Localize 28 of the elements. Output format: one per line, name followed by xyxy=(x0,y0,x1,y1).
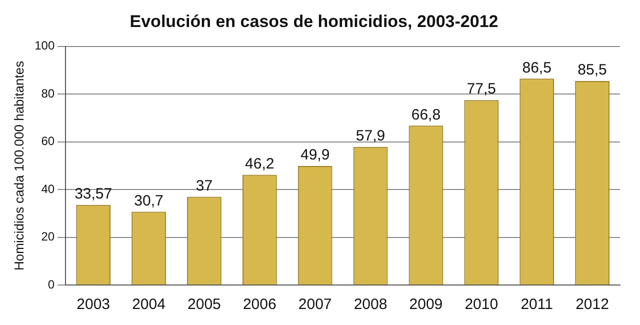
y-tick-label: 60 xyxy=(41,134,55,148)
data-label: 49,9 xyxy=(300,146,330,164)
x-tick-label: 2004 xyxy=(132,296,166,314)
y-axis-title: Homicidios cada 100.000 habitantes xyxy=(11,60,26,270)
x-tick-label: 2011 xyxy=(520,296,553,314)
x-tick-label: 2009 xyxy=(409,296,443,314)
y-tick-label: 20 xyxy=(41,230,55,244)
chart-title: Evolución en casos de homicidios, 2003-2012 xyxy=(130,12,498,31)
data-label: 66,8 xyxy=(411,106,441,124)
data-label: 77,5 xyxy=(466,80,496,98)
x-tick-label: 2005 xyxy=(188,296,221,314)
x-tick-label: 2012 xyxy=(576,296,609,314)
data-label: 86,5 xyxy=(522,59,552,76)
x-tick-label: 2008 xyxy=(354,296,388,314)
y-tick-label: 40 xyxy=(41,182,55,196)
data-label: 57,9 xyxy=(356,127,386,144)
data-label: 46,2 xyxy=(245,155,274,172)
data-label: 85,5 xyxy=(578,62,607,79)
x-tick-label: 2006 xyxy=(242,296,276,314)
y-tick-label: 80 xyxy=(41,86,55,100)
data-label: 30,7 xyxy=(134,192,164,210)
y-tick-label: 0 xyxy=(48,277,55,292)
x-tick-label: 2003 xyxy=(76,296,110,314)
data-label: 33,57 xyxy=(74,186,112,203)
x-tick-label: 2010 xyxy=(464,296,498,314)
data-label: 37 xyxy=(196,177,213,194)
x-tick-label: 2007 xyxy=(298,296,332,314)
y-tick-label: 100 xyxy=(34,38,55,53)
